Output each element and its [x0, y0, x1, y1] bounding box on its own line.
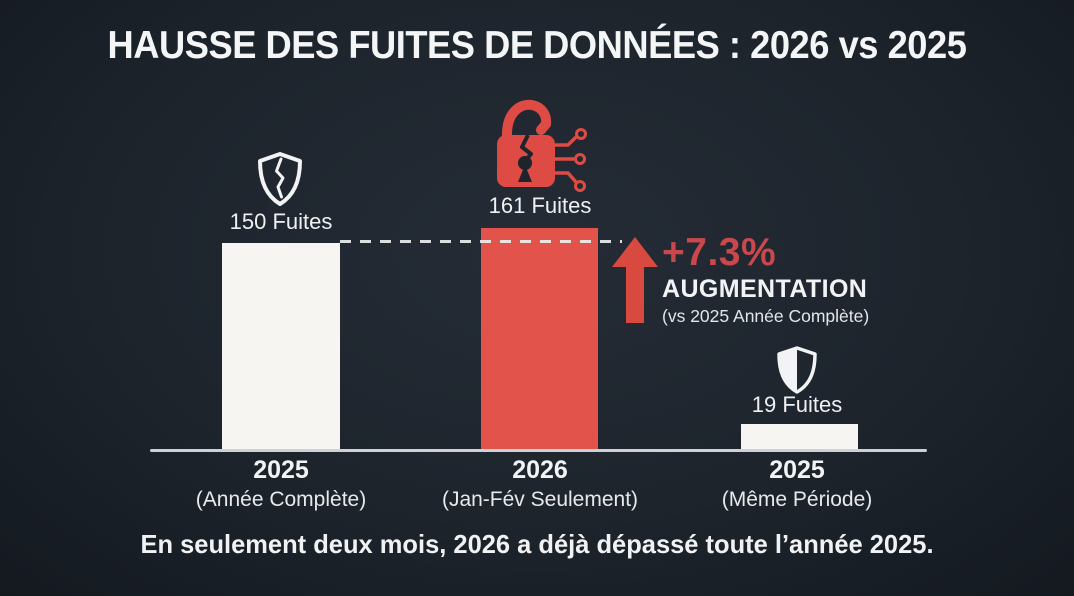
- reference-dashed-line: [340, 240, 622, 243]
- x-label-2026: 2026 (Jan-Fév Seulement): [400, 456, 680, 512]
- broken-shield-svg: [258, 152, 302, 206]
- x-label-year: 2025: [253, 456, 309, 484]
- chart-title: HAUSSE DES FUITES DE DONNÉES : 2026 vs 2…: [107, 24, 967, 67]
- broken-shield-icon: [254, 151, 306, 212]
- bar-2026-value-label: 161 Fuites: [488, 193, 592, 218]
- x-label-year: 2026: [512, 456, 568, 484]
- increase-annotation: +7.3% AUGMENTATION (vs 2025 Année Complè…: [662, 231, 870, 327]
- up-arrow-svg: [612, 237, 658, 323]
- bar-2025-same-value-label: 19 Fuites: [751, 392, 843, 417]
- bar-2026: [481, 228, 598, 450]
- increase-note: (vs 2025 Année Complète): [662, 306, 870, 327]
- up-arrow-icon: [611, 237, 659, 328]
- x-label-2025-full: 2025 (Année Complète): [141, 456, 421, 512]
- x-axis-line: [150, 449, 927, 452]
- half-shield-icon: [774, 345, 820, 400]
- bottom-caption: En seulement deux mois, 2026 a déjà dépa…: [140, 529, 934, 559]
- x-label-year: 2025: [769, 456, 825, 484]
- hacked-padlock-icon: [491, 97, 591, 198]
- bar-2025-full-value-label: 150 Fuites: [229, 209, 333, 234]
- x-label-period: (Jan-Fév Seulement): [441, 488, 639, 511]
- x-label-2025-same: 2025 (Même Période): [657, 456, 937, 512]
- bar-2025-same: [741, 424, 858, 450]
- x-label-period: (Même Période): [721, 488, 873, 511]
- bar-2025-full: [222, 243, 340, 450]
- increase-percent: +7.3%: [662, 231, 777, 274]
- hacked-padlock-svg: [497, 99, 587, 192]
- half-shield-svg: [777, 346, 817, 394]
- increase-label: AUGMENTATION: [662, 275, 868, 304]
- x-label-period: (Année Complète): [195, 488, 367, 511]
